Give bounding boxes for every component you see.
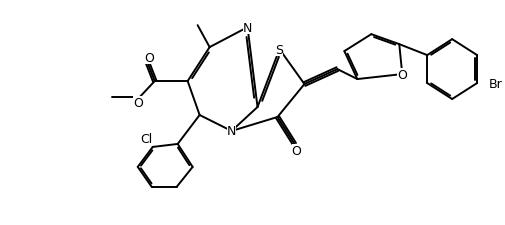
Text: O: O bbox=[144, 51, 154, 64]
Text: S: S bbox=[276, 43, 283, 56]
Text: O: O bbox=[133, 96, 143, 109]
Text: N: N bbox=[243, 22, 252, 34]
Text: Br: Br bbox=[489, 77, 503, 90]
Text: N: N bbox=[227, 125, 236, 138]
Text: O: O bbox=[291, 145, 301, 158]
Text: O: O bbox=[397, 68, 407, 81]
Text: Cl: Cl bbox=[140, 133, 153, 146]
